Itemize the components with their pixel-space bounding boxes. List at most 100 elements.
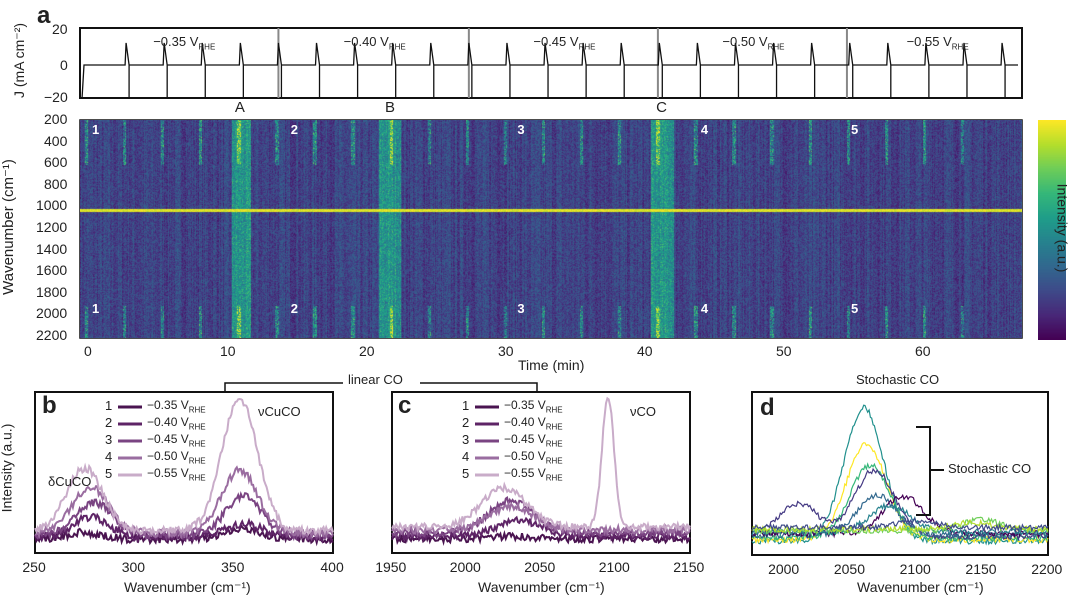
current-plot-frame — [79, 27, 1023, 99]
b-frame — [34, 391, 334, 554]
c-frame — [391, 391, 691, 554]
highlight-box-label: 3 — [517, 301, 525, 316]
legend-number: 3 — [105, 432, 113, 447]
heatmap-y-tick: 1800 — [36, 283, 68, 300]
b-x-tick: 300 — [121, 559, 146, 575]
legend-label: −0.55 VRHE — [147, 466, 206, 483]
legend-label: −0.50 VRHE — [147, 449, 206, 466]
heatmap-y-tick: 2200 — [36, 327, 68, 343]
potential-label: −0.35 VRHE — [153, 34, 216, 52]
potential-label: −0.50 VRHE — [722, 34, 785, 52]
highlight-box-label: 1 — [92, 122, 100, 137]
d-x-tick: 2200 — [1031, 561, 1063, 577]
heatmap-x-tick: 50 — [776, 343, 792, 359]
d-title: Stochastic CO — [856, 372, 940, 387]
legend-number: 5 — [105, 466, 113, 481]
heatmap-x-tick: 60 — [915, 343, 931, 359]
heatmap-y-tick: 1000 — [36, 197, 68, 214]
d-x-tick: 2050 — [833, 561, 866, 577]
c-x-tick: 2050 — [524, 559, 556, 575]
annot-nu-co: νCO — [630, 404, 656, 419]
heatmap-y-label: Wavenumber (cm⁻¹) — [0, 159, 17, 295]
legend-number: 2 — [462, 415, 470, 430]
highlight-box-label: 2 — [290, 301, 298, 316]
legend-label: −0.55 VRHE — [504, 466, 563, 483]
heatmap-y-tick: 1600 — [36, 262, 68, 279]
highlight-box-label: 5 — [850, 122, 859, 137]
d-series-10 — [751, 517, 1049, 533]
heatmap-y-tick: 400 — [44, 132, 68, 149]
current-y-tick: 0 — [60, 57, 68, 73]
b-series-2 — [34, 512, 334, 545]
highlight-box-label: 4 — [700, 301, 709, 316]
c-x-tick: 2000 — [449, 559, 481, 575]
marker-A: A — [234, 99, 245, 116]
linear-co-bracket — [224, 382, 538, 392]
current-y-tick: −20 — [44, 89, 68, 105]
b-series-4 — [34, 465, 334, 540]
legend-label: −0.50 VRHE — [504, 449, 563, 466]
current-trace — [81, 42, 1018, 100]
legend-number: 2 — [105, 415, 113, 430]
legend-label: −0.35 VRHE — [504, 398, 563, 415]
potential-label: −0.55 VRHE — [906, 34, 969, 52]
annot-nu-cuco: νCuCO — [258, 404, 301, 419]
heatmap-x-tick: 20 — [359, 343, 375, 359]
legend-label: −0.45 VRHE — [504, 432, 563, 449]
panel-letter-b: b — [42, 392, 57, 419]
legend-label: −0.40 VRHE — [504, 415, 563, 432]
heatmap-y-tick: 2000 — [36, 305, 68, 322]
b-x-tick: 250 — [22, 559, 46, 575]
current-y-tick: 20 — [52, 21, 68, 37]
c-series-4 — [391, 500, 691, 537]
marker-B: B — [385, 99, 396, 116]
highlight-box-label: 2 — [290, 122, 298, 137]
heatmap-y-tick: 600 — [44, 154, 68, 171]
panel-letter-a: a — [37, 2, 51, 29]
colorbar — [1038, 120, 1066, 340]
d-series-6 — [751, 493, 1049, 539]
d-x-tick: 2150 — [965, 561, 997, 577]
spectra-y-label: Intensity (a.u.) — [0, 423, 15, 513]
highlight-box-label: 1 — [92, 301, 100, 316]
stochastic-co-bracket — [916, 426, 944, 516]
heatmap-y-tick: 1200 — [36, 219, 68, 235]
d-x-tick: 2100 — [899, 561, 931, 577]
highlight-box-label: 4 — [700, 122, 709, 137]
d-frame — [751, 391, 1049, 556]
d-x-tick: 2000 — [768, 561, 800, 577]
b-x-label: Wavenumber (cm⁻¹) — [124, 579, 251, 595]
legend-label: −0.45 VRHE — [147, 432, 206, 449]
c-x-tick: 1950 — [375, 559, 407, 575]
b-x-tick: 350 — [221, 559, 245, 575]
heatmap-x-tick: 0 — [84, 343, 92, 359]
linear-co-label: linear CO — [348, 372, 403, 387]
c-x-label: Wavenumber (cm⁻¹) — [478, 579, 605, 595]
b-series-5 — [34, 397, 334, 538]
potential-label: −0.40 VRHE — [343, 34, 406, 52]
heatmap-y-tick: 200 — [44, 111, 68, 127]
legend-number: 1 — [462, 398, 470, 413]
annot-stochastic-co: Stochastic CO — [948, 461, 1032, 476]
highlight-box-label: 5 — [850, 301, 859, 316]
c-x-tick: 2100 — [598, 559, 630, 575]
heatmap-y-tick: 1400 — [36, 240, 68, 257]
panel-letter-c: c — [398, 392, 412, 419]
panel-letter-d: d — [760, 394, 775, 421]
potential-label: −0.45 VRHE — [533, 34, 596, 52]
legend-label: −0.40 VRHE — [147, 415, 206, 432]
b-x-tick: 400 — [320, 559, 344, 575]
current-axis-label: J (mA cm⁻²) — [11, 22, 28, 99]
legend-number: 5 — [462, 466, 470, 481]
legend-number: 3 — [462, 432, 470, 447]
highlight-box-label: 3 — [517, 122, 525, 137]
legend-label: −0.35 VRHE — [147, 398, 206, 415]
c-series-5 — [391, 396, 691, 534]
c-x-tick: 2150 — [673, 559, 705, 575]
legend-number: 4 — [105, 449, 113, 464]
heatmap-x-tick: 30 — [498, 343, 514, 359]
colorbar-label: Intensity (a.u.) — [1054, 183, 1071, 273]
marker-C: C — [656, 99, 667, 116]
annot-delta-cuco: δCuCO — [48, 474, 92, 489]
